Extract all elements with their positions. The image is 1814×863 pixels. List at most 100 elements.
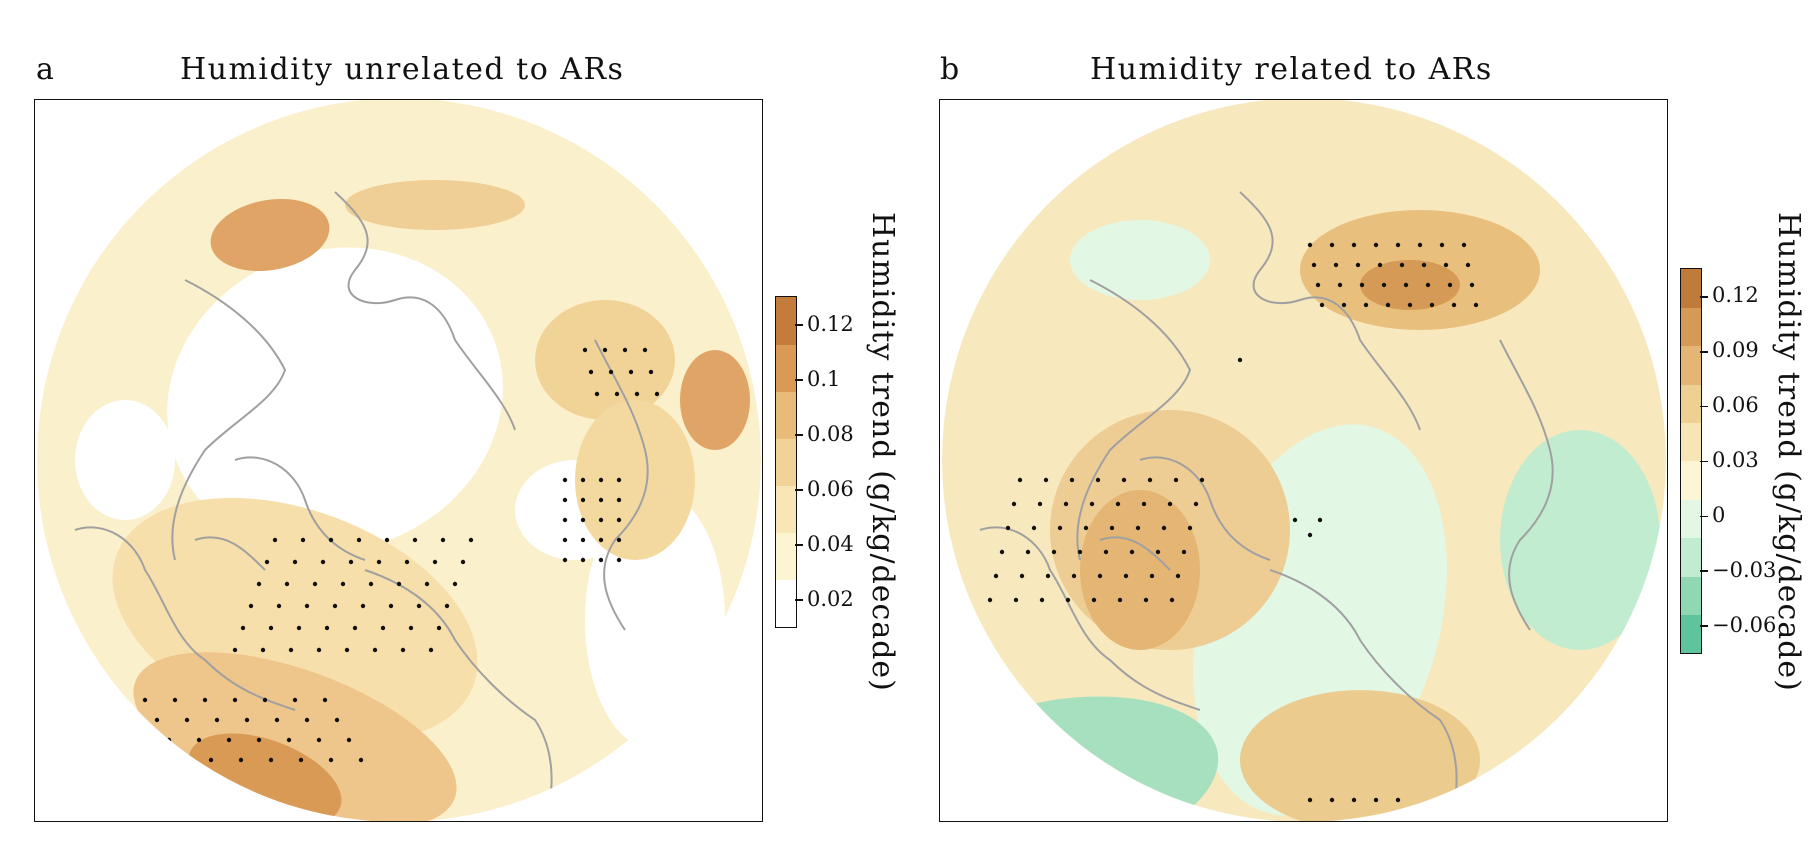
colorbar-tick-label: −0.06 [1700,613,1776,637]
significance-dot [298,757,304,763]
significance-dot [226,737,232,743]
significance-dot [324,625,330,631]
significance-dot [1473,302,1479,308]
significance-dot [1057,525,1063,531]
coastline [1269,569,1458,821]
coastline [74,526,296,711]
significance-dot [256,737,262,743]
significance-dot [328,757,334,763]
significance-dot [432,559,438,565]
coastline [1099,456,1271,571]
colorbar-segment [776,297,796,345]
significance-dot [344,647,350,653]
colorbar-tick-label: 0.06 [795,477,854,501]
significance-dot [1097,573,1103,579]
field-mid [1240,690,1480,821]
significance-dot [408,625,414,631]
significance-dot [1025,549,1031,555]
significance-dot [602,347,608,353]
significance-dot [1135,525,1141,531]
significance-dot [1071,573,1077,579]
significance-dot [1429,302,1435,308]
significance-dot [356,537,362,543]
significance-dot [260,647,266,653]
significance-dot [268,757,274,763]
map-disc [942,100,1666,821]
significance-dot [628,369,634,375]
significance-dot [1019,573,1025,579]
significance-dot [1307,797,1313,803]
significance-dot [296,625,302,631]
coastline [194,456,366,571]
field-low [75,400,175,520]
significance-dot [598,477,604,483]
panel-a-colorbar [775,296,797,628]
colorbar-tick-label: −0.03 [1700,558,1776,582]
panel-b-colorbar-ticks: −0.06 −0.03 0 0.03 0.06 0.09 0.12 [1702,268,1777,652]
significance-dot [142,697,148,703]
significance-dot [468,537,474,543]
significance-dot [598,557,604,563]
colorbar-tick-label: 0.12 [1700,283,1759,307]
colorbar-segment [1681,614,1701,654]
significance-dot [1417,242,1423,248]
significance-dot [360,603,366,609]
field-low [942,768,1090,821]
colorbar-tick-label: 0.08 [795,422,854,446]
map-disc [37,100,761,821]
significance-dot [642,347,648,353]
significance-dot [1319,302,1325,308]
significance-dot [1193,501,1199,507]
significance-dot [232,647,238,653]
significance-dot [993,573,999,579]
significance-dot [380,625,386,631]
significance-dot [1465,262,1471,268]
significance-dot [238,757,244,763]
panel-b-map-frame [939,99,1668,822]
significance-dot [1447,282,1453,288]
significance-dot [272,537,278,543]
significance-dot [1329,242,1335,248]
panel-a-colorbar-ticks: 0.02 0.04 0.06 0.08 0.1 0.12 [797,296,857,626]
field-high [680,350,750,450]
significance-dot [1403,282,1409,288]
significance-dot [358,757,364,763]
significance-dot [1439,242,1445,248]
significance-dot [316,647,322,653]
significance-dot [396,581,402,587]
significance-dot [562,517,568,523]
significance-dot [598,537,604,543]
significance-dot [562,497,568,503]
significance-dot [1155,549,1161,555]
significance-dot [1083,525,1089,531]
significance-dot [1017,477,1023,483]
colorbar-segment [776,579,796,628]
significance-dot [1173,477,1179,483]
significance-dot [1129,549,1135,555]
significance-dot [1031,525,1037,531]
significance-dot [244,717,250,723]
significance-dot [616,477,622,483]
colorbar-tick-label: 0.1 [795,367,840,391]
coastline [594,339,649,631]
significance-dot [400,647,406,653]
significance-dot [1037,501,1043,507]
significance-dot [1381,282,1387,288]
significance-dot [1237,357,1243,363]
significance-dot [178,757,184,763]
significance-dot [1451,302,1457,308]
significance-dot [304,603,310,609]
significance-dot [232,697,238,703]
panel-b-letter: b [940,52,960,87]
significance-dot [256,581,262,587]
coastline [979,526,1201,711]
significance-dot [1169,597,1175,603]
significance-dot [316,737,322,743]
colorbar-tick-label: 0.09 [1700,338,1759,362]
significance-dot [1149,573,1155,579]
significance-dot [460,559,466,565]
panel-b-colorbar-label: Humidity trend (g/kg/decade) [1771,212,1806,692]
colorbar-segment [1681,345,1701,385]
significance-dot [154,717,160,723]
significance-dot [284,581,290,587]
